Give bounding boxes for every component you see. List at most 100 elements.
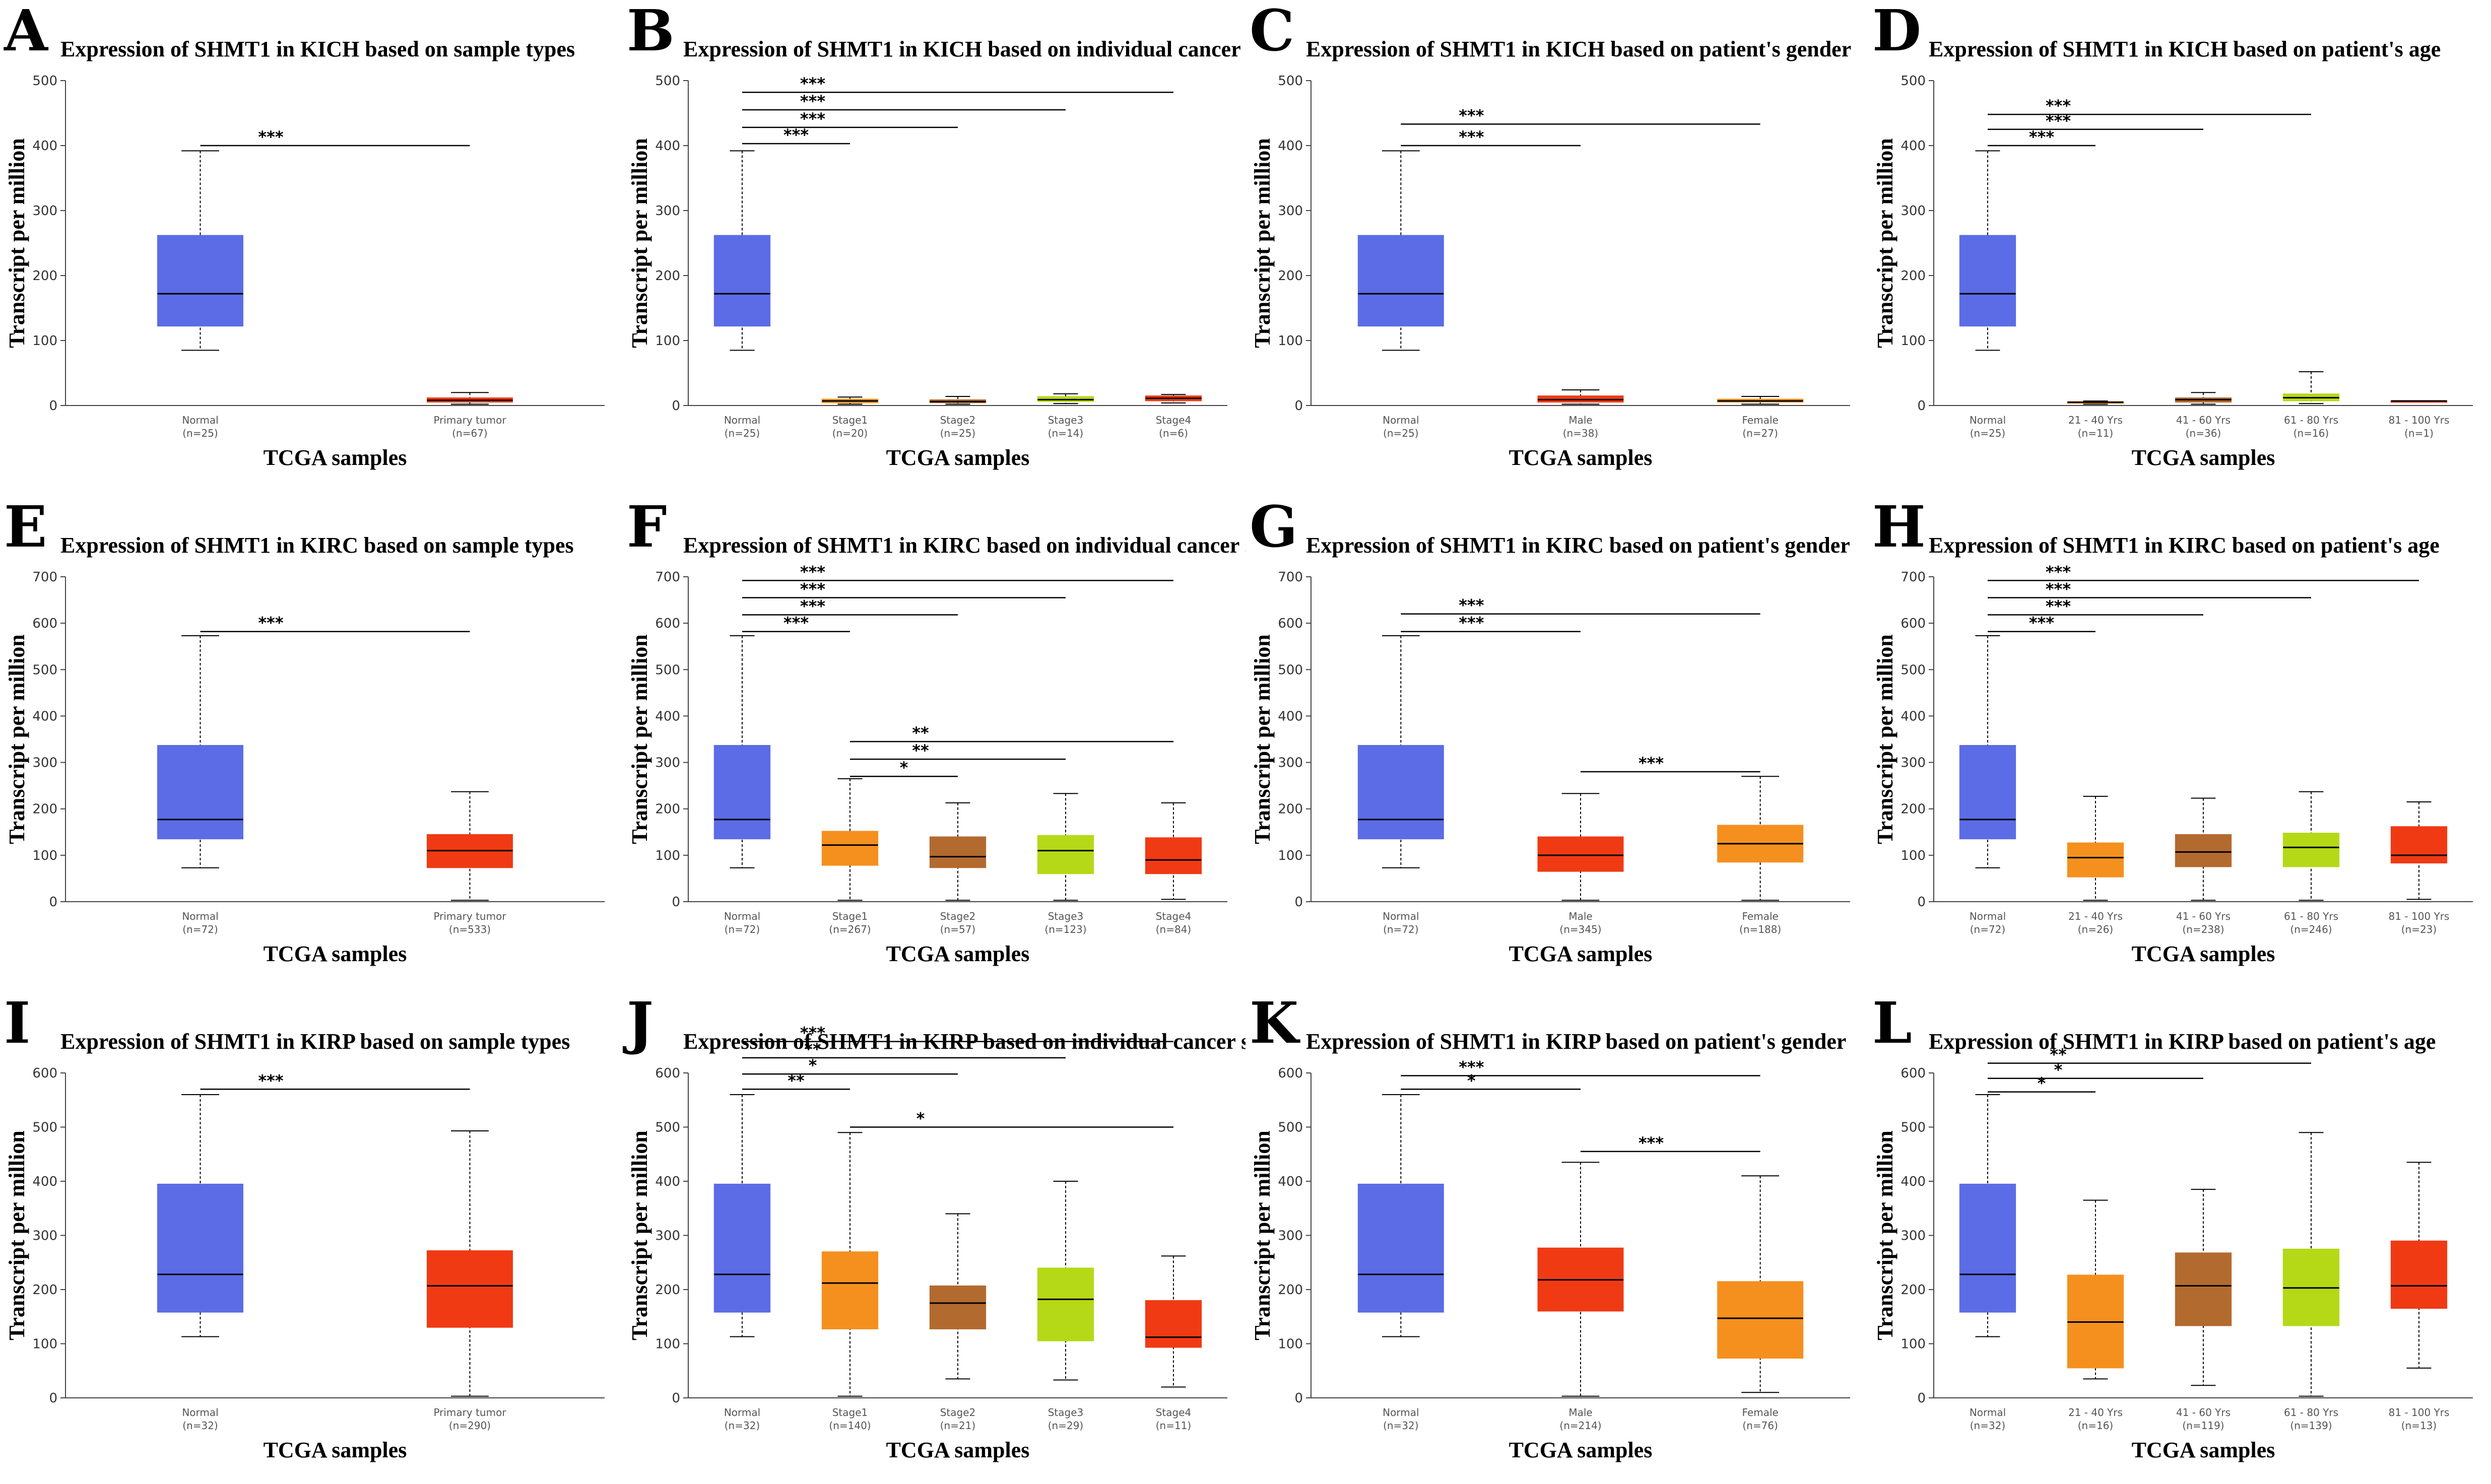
y-tick-label: 300	[32, 1229, 57, 1244]
x-count-label: (n=32)	[1970, 1420, 2006, 1432]
box-iqr	[1037, 1267, 1094, 1341]
x-category-label: Normal	[1383, 910, 1419, 922]
y-tick-label: 100	[1900, 1337, 1926, 1352]
box-male	[1537, 793, 1624, 901]
y-tick-label: 300	[1278, 756, 1303, 771]
box-primary-tumor	[427, 392, 513, 405]
significance-label: ***	[1459, 1057, 1484, 1076]
x-count-label: (n=345)	[1559, 923, 1601, 935]
y-tick-label: 300	[1278, 204, 1303, 219]
x-category-label: Normal	[724, 414, 760, 426]
y-tick-label: 300	[1900, 204, 1926, 219]
x-category-label: 81 - 100 Yrs	[2389, 1406, 2450, 1419]
box-iqr	[1357, 745, 1444, 840]
chart-title: Expression of SHMT1 in KICH based on pat…	[1929, 37, 2441, 61]
x-count-label: (n=25)	[182, 427, 218, 439]
y-tick-label: 0	[49, 895, 57, 910]
chart-panel-b: B Expression of SHMT1 in KICH based on in…	[623, 0, 1246, 492]
chart-title: Expression of SHMT1 in KIRP based on pat…	[1306, 1029, 1846, 1054]
x-count-label: (n=20)	[832, 427, 868, 439]
x-count-label: (n=290)	[449, 1420, 491, 1432]
box-81-100-yrs	[2390, 801, 2448, 900]
box-iqr	[2390, 826, 2448, 864]
box-iqr	[2067, 842, 2124, 878]
chart-svg: D Expression of SHMT1 in KICH based on pa…	[1872, 0, 2473, 470]
y-tick-label: 100	[655, 1337, 680, 1352]
y-tick-label: 400	[1900, 1174, 1926, 1189]
chart-svg: J Expression of SHMT1 in KIRP based on in…	[623, 992, 1246, 1462]
y-axis-label: Transcript per million	[627, 634, 652, 844]
y-tick-label: 100	[1278, 848, 1303, 863]
chart-svg: E Expression of SHMT1 in KIRC based on sa…	[4, 496, 605, 966]
box-male	[1537, 1162, 1624, 1397]
x-count-label: (n=32)	[1383, 1420, 1419, 1432]
x-count-label: (n=238)	[2182, 923, 2224, 935]
box-female	[1717, 776, 1804, 901]
box-primary-tumor	[427, 1130, 513, 1397]
y-tick-label: 200	[32, 802, 57, 817]
x-category-label: 21 - 40 Yrs	[2068, 414, 2123, 426]
chart-panel-l: L Expression of SHMT1 in KIRP based on pa…	[1868, 992, 2491, 1484]
x-category-label: Primary tumor	[433, 1406, 506, 1419]
y-tick-label: 300	[1900, 1229, 1926, 1244]
x-count-label: (n=11)	[1156, 1420, 1192, 1432]
x-category-label: 41 - 60 Yrs	[2176, 1406, 2231, 1419]
box-iqr	[157, 745, 243, 840]
significance-label: *	[916, 1109, 925, 1128]
x-category-label: Normal	[182, 910, 218, 922]
x-category-label: Stage4	[1156, 1406, 1192, 1419]
significance-label: **	[912, 741, 929, 760]
box-stage4	[1145, 394, 1202, 403]
significance-label: ***	[1459, 614, 1484, 633]
x-category-label: Stage2	[940, 414, 976, 426]
x-category-label: 61 - 80 Yrs	[2284, 910, 2338, 922]
chart-svg: B Expression of SHMT1 in KICH based on in…	[627, 0, 1246, 470]
y-tick-label: 600	[32, 616, 57, 631]
x-count-label: (n=38)	[1563, 427, 1599, 439]
box-41-60-yrs	[2175, 392, 2232, 405]
box-stage3	[1037, 393, 1094, 404]
x-count-label: (n=16)	[2293, 427, 2329, 439]
y-tick-label: 100	[32, 333, 57, 349]
y-axis-label: Transcript per million	[1873, 138, 1897, 348]
x-count-label: (n=57)	[940, 923, 976, 935]
y-tick-label: 500	[1900, 1120, 1926, 1135]
y-tick-label: 100	[655, 333, 680, 349]
x-category-label: Normal	[724, 1406, 760, 1419]
panel-letter: K	[1250, 992, 1300, 1056]
x-count-label: (n=25)	[725, 427, 760, 439]
significance-label: ***	[1459, 127, 1484, 147]
x-axis-label: TCGA samples	[1509, 1438, 1653, 1462]
x-count-label: (n=25)	[1383, 427, 1419, 439]
panel-letter: D	[1872, 0, 1921, 64]
x-category-label: Female	[1742, 414, 1779, 426]
chart-title: Expression of SHMT1 in KICH based on sam…	[60, 37, 575, 61]
chart-title: Expression of SHMT1 in KIRP based on sam…	[60, 1029, 570, 1054]
y-tick-label: 600	[1900, 1066, 1926, 1081]
significance-label: ***	[800, 597, 825, 616]
x-axis-label: TCGA samples	[264, 445, 407, 470]
x-category-label: Stage1	[832, 1406, 868, 1419]
y-tick-label: 500	[1900, 74, 1926, 89]
box-21-40-yrs	[2067, 795, 2124, 901]
panel-letter: L	[1872, 992, 1912, 1056]
x-count-label: (n=119)	[2182, 1420, 2224, 1432]
y-tick-label: 400	[655, 1174, 680, 1189]
x-axis-label: TCGA samples	[1509, 941, 1653, 966]
box-normal	[1357, 150, 1444, 351]
box-male	[1537, 389, 1624, 405]
y-axis-label: Transcript per million	[1873, 634, 1897, 844]
x-count-label: (n=214)	[1559, 1420, 1601, 1432]
x-category-label: Primary tumor	[433, 414, 506, 426]
x-count-label: (n=67)	[452, 427, 488, 439]
y-tick-label: 200	[1278, 268, 1303, 284]
y-tick-label: 500	[1900, 662, 1926, 678]
y-tick-label: 700	[655, 570, 680, 585]
chart-panel-a: A Expression of SHMT1 in KICH based on sa…	[0, 0, 623, 492]
x-axis-label: TCGA samples	[886, 445, 1030, 470]
y-tick-label: 300	[655, 1229, 680, 1244]
x-count-label: (n=16)	[2078, 1420, 2114, 1432]
x-category-label: Stage3	[1048, 910, 1084, 922]
box-41-60-yrs	[2175, 797, 2232, 901]
y-tick-label: 100	[1900, 333, 1926, 349]
